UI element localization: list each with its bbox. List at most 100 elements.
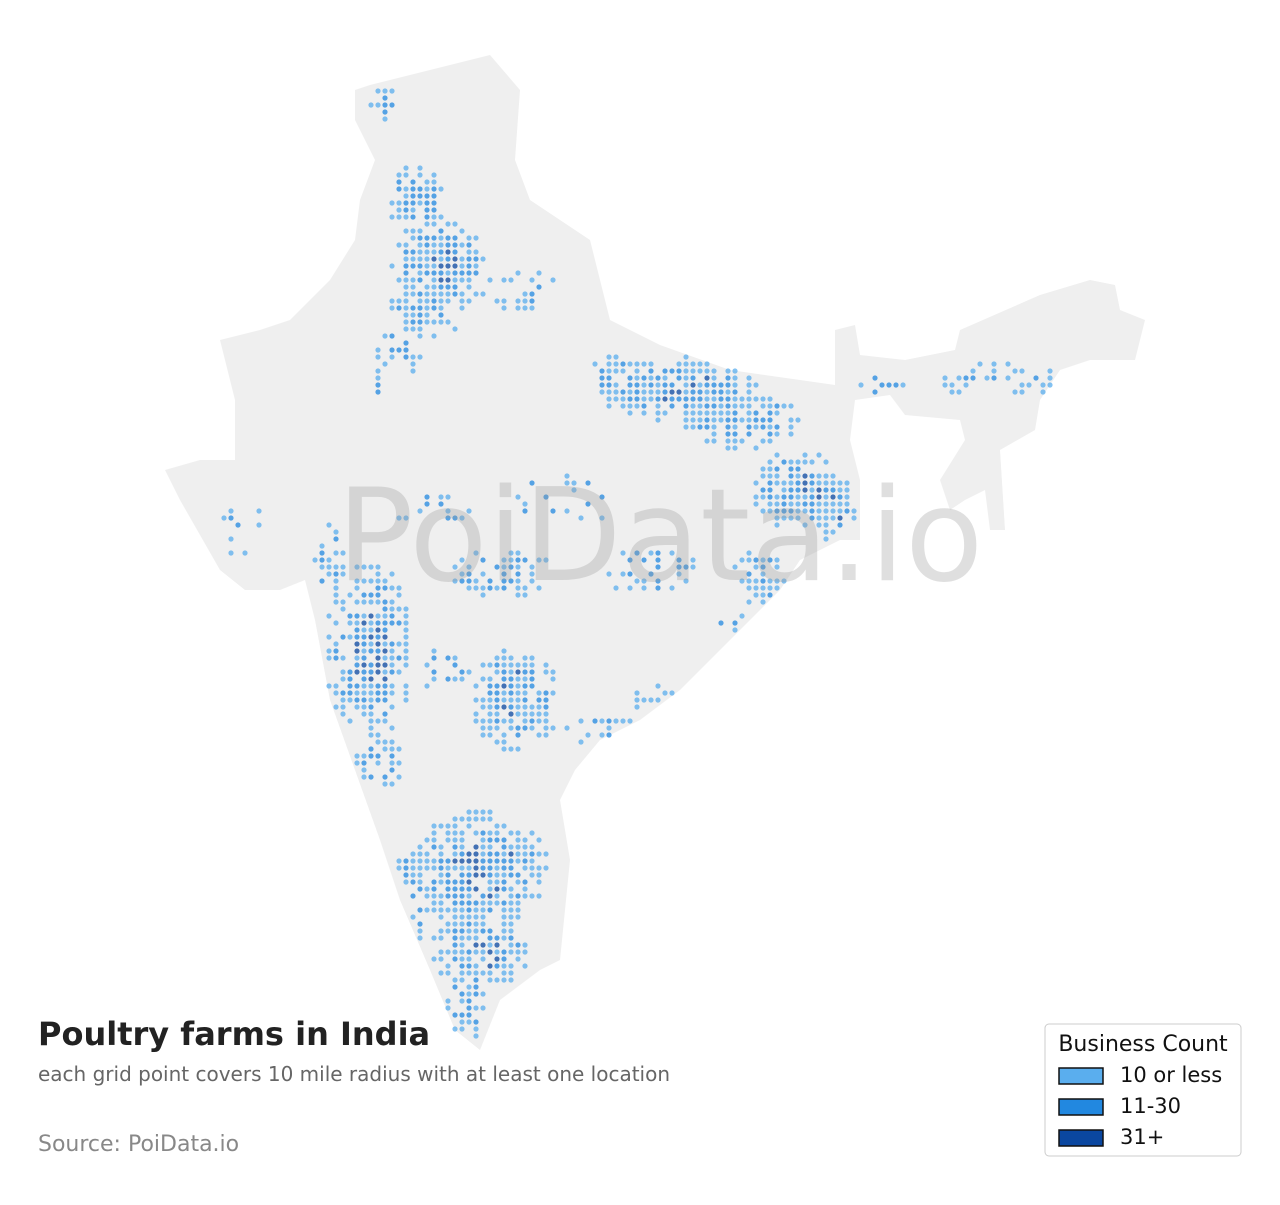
grid-dot [1040,382,1046,388]
grid-dot [522,557,528,563]
grid-dot [746,410,752,416]
grid-dot [368,690,374,696]
grid-dot [683,354,689,360]
grid-dot [445,242,451,248]
grid-dot [375,389,381,395]
grid-dot [410,214,416,220]
grid-dot [613,389,619,395]
grid-dot [410,207,416,213]
grid-dot [781,480,787,486]
grid-dot [585,501,591,507]
grid-dot [522,662,528,668]
grid-dot [767,431,773,437]
grid-dot [417,249,423,255]
grid-dot [347,634,353,640]
grid-dot [375,599,381,605]
grid-dot [879,382,885,388]
grid-dot [389,781,395,787]
grid-dot [802,480,808,486]
grid-dot [368,683,374,689]
grid-dot [543,718,549,724]
grid-dot [711,396,717,402]
grid-dot [536,718,542,724]
grid-dot [487,907,493,913]
grid-dot [431,837,437,843]
grid-dot [641,557,647,563]
grid-dot [431,858,437,864]
grid-dot [823,508,829,514]
grid-dot [774,480,780,486]
grid-dot [445,235,451,241]
grid-dot [697,417,703,423]
grid-dot [655,410,661,416]
grid-dot [424,865,430,871]
grid-dot [438,893,444,899]
grid-dot [368,634,374,640]
grid-dot [382,690,388,696]
grid-dot [655,683,661,689]
grid-dot [872,389,878,395]
grid-dot [795,487,801,493]
grid-dot [529,669,535,675]
grid-dot [375,669,381,675]
grid-dot [445,858,451,864]
grid-dot [613,718,619,724]
grid-dot [732,431,738,437]
grid-dot [459,242,465,248]
grid-dot [627,410,633,416]
grid-dot [543,662,549,668]
grid-dot [354,564,360,570]
grid-dot [459,991,465,997]
grid-dot [368,564,374,570]
grid-dot [431,676,437,682]
grid-dot [830,529,836,535]
grid-dot [347,676,353,682]
grid-dot [704,361,710,367]
grid-dot [487,816,493,822]
grid-dot [620,396,626,402]
grid-dot [725,396,731,402]
grid-dot [396,669,402,675]
grid-dot [438,970,444,976]
grid-dot [445,284,451,290]
grid-dot [753,564,759,570]
grid-dot [487,662,493,668]
grid-dot [963,375,969,381]
grid-dot [494,725,500,731]
grid-dot [823,515,829,521]
grid-dot [431,648,437,654]
grid-dot [711,368,717,374]
grid-dot [410,291,416,297]
grid-dot [466,991,472,997]
grid-dot [480,592,486,598]
grid-dot [480,949,486,955]
grid-dot [739,557,745,563]
grid-dot [326,613,332,619]
grid-dot [424,193,430,199]
grid-dot [781,501,787,507]
grid-dot [438,501,444,507]
grid-dot [795,501,801,507]
grid-dot [375,739,381,745]
grid-dot [319,550,325,556]
grid-dot [417,333,423,339]
grid-dot [718,620,724,626]
grid-dot [606,354,612,360]
grid-dot [375,585,381,591]
grid-dot [795,473,801,479]
grid-dot [396,298,402,304]
grid-dot [585,480,591,486]
grid-dot [494,298,500,304]
grid-dot [480,725,486,731]
grid-dot [438,291,444,297]
grid-dot [354,704,360,710]
grid-dot [515,550,521,556]
grid-dot [781,515,787,521]
grid-dot [389,767,395,773]
grid-dot [725,431,731,437]
grid-dot [585,732,591,738]
grid-dot [816,501,822,507]
grid-dot [669,382,675,388]
grid-dot [410,914,416,920]
grid-dot [494,942,500,948]
